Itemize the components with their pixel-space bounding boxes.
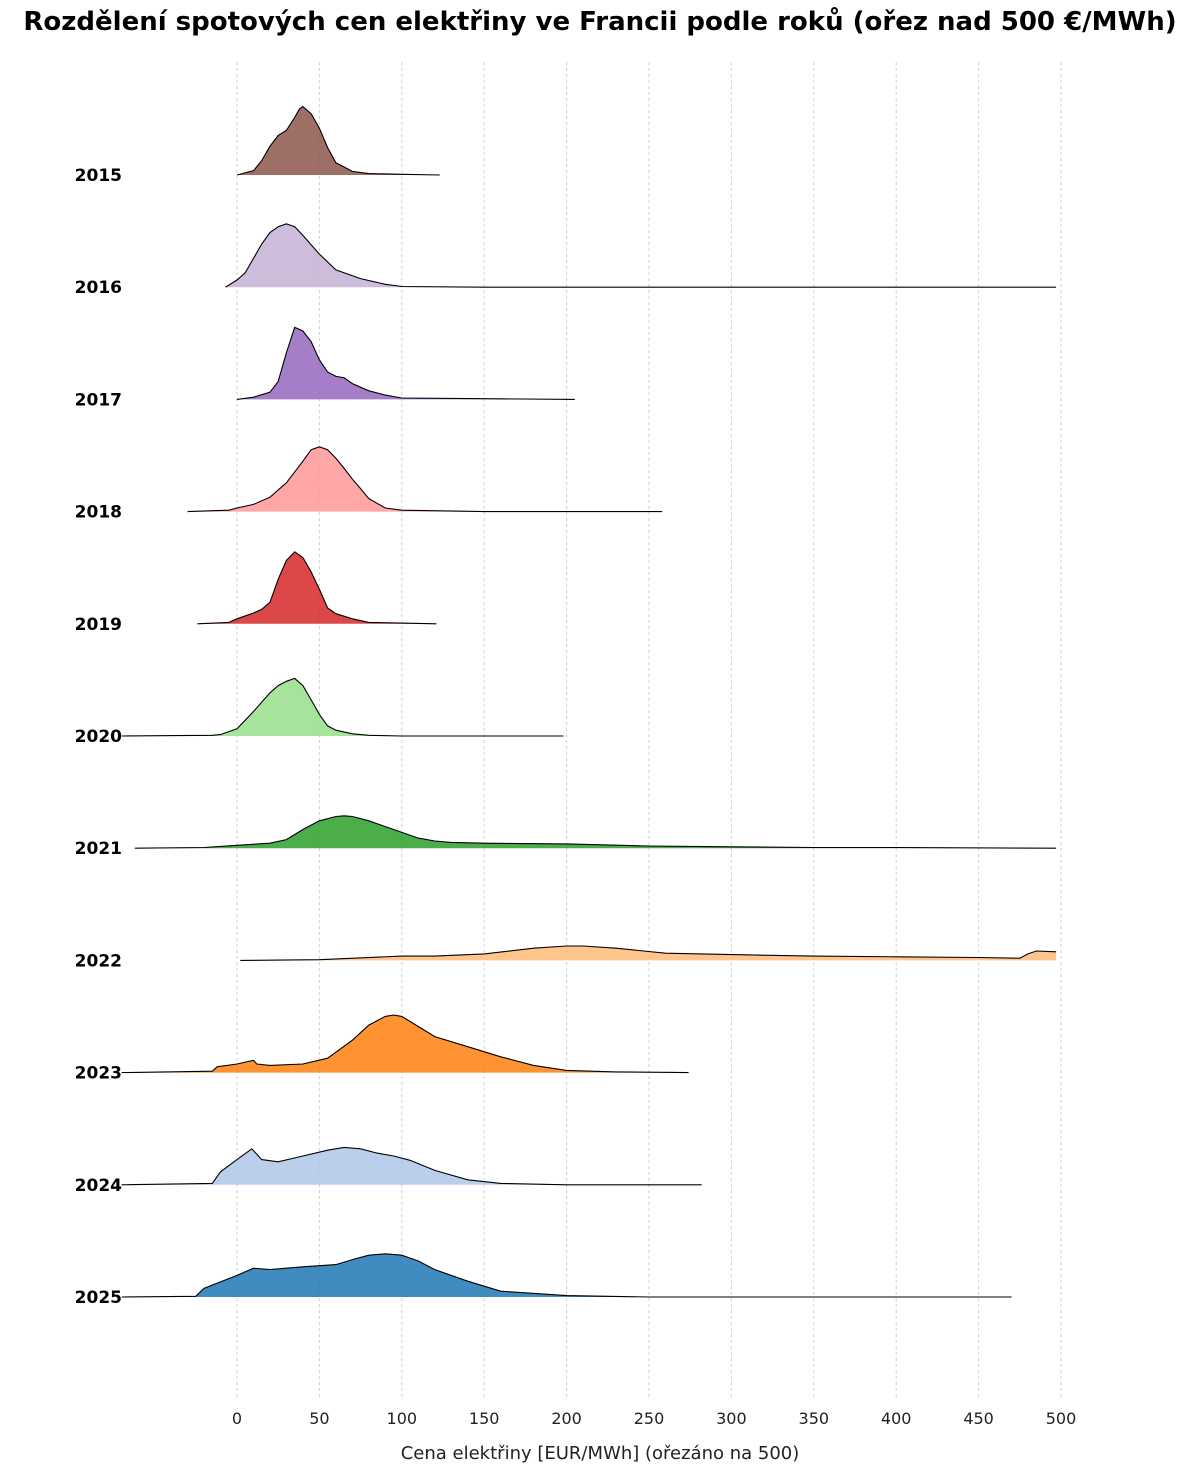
x-tick-label-250: 250 — [634, 1409, 665, 1428]
x-tick-label-0: 0 — [232, 1409, 242, 1428]
year-label-2025: 2025 — [75, 1288, 122, 1308]
x-tick-label-350: 350 — [799, 1409, 830, 1428]
ridge-fill-2023 — [121, 1015, 689, 1073]
ridge-outline-2017 — [236, 326, 575, 400]
ridge-fill-2020 — [121, 678, 564, 736]
ridge-outline-2019 — [197, 551, 437, 625]
x-tick-label-300: 300 — [716, 1409, 747, 1428]
year-label-2021: 2021 — [75, 839, 122, 859]
ridge-outline-2015 — [236, 105, 440, 176]
ridge-outline-2023 — [121, 1014, 689, 1074]
year-label-layer: 2015 2016 2017 2018 2019 2020 2021 2022 2023 2024… — [75, 166, 122, 1308]
year-label-2020: 2020 — [75, 727, 122, 747]
ridge-fill-2015 — [237, 106, 440, 175]
ridge-fill-2018 — [187, 446, 663, 512]
ridge-outline-2018 — [187, 446, 663, 513]
ridge-fill-2024 — [121, 1147, 702, 1185]
grid-layer — [236, 62, 1062, 1398]
ridge-outline-2020 — [121, 677, 564, 737]
ridge-outline-2022 — [240, 945, 1057, 961]
x-tick-layer: 0 50 100 150 200 250 300 350 400 450 500 — [232, 1409, 1076, 1428]
year-label-2023: 2023 — [75, 1064, 122, 1084]
year-label-2016: 2016 — [75, 278, 122, 298]
year-label-2015: 2015 — [75, 166, 122, 186]
x-tick-label-150: 150 — [469, 1409, 500, 1428]
year-label-2018: 2018 — [75, 503, 122, 523]
ridge-outline-2021 — [134, 815, 1057, 849]
year-label-2024: 2024 — [75, 1176, 122, 1196]
x-tick-label-50: 50 — [309, 1409, 329, 1428]
ridge-outline-2025 — [121, 1253, 1012, 1298]
ridge-fill-2021 — [134, 815, 1057, 849]
ridge-fill-2025 — [121, 1253, 1012, 1297]
ridge-outline-2024 — [121, 1146, 702, 1186]
ridge-layer — [121, 105, 1057, 1298]
ridge-fill-2019 — [197, 551, 437, 624]
year-label-2017: 2017 — [75, 390, 122, 410]
year-label-2022: 2022 — [75, 951, 122, 971]
x-tick-label-450: 450 — [963, 1409, 994, 1428]
ridge-fill-2016 — [225, 223, 1057, 288]
chart-title: Rozdělení spotových cen elektřiny ve Fra… — [23, 6, 1176, 37]
x-tick-label-500: 500 — [1046, 1409, 1077, 1428]
x-tick-label-200: 200 — [551, 1409, 582, 1428]
x-tick-label-100: 100 — [387, 1409, 418, 1428]
x-axis-label: Cena elektřiny [EUR/MWh] (ořezáno na 500… — [401, 1443, 800, 1464]
ridge-fill-2017 — [237, 327, 575, 400]
year-label-2019: 2019 — [75, 615, 122, 635]
ridge-outline-2016 — [225, 223, 1057, 288]
x-tick-label-400: 400 — [881, 1409, 912, 1428]
